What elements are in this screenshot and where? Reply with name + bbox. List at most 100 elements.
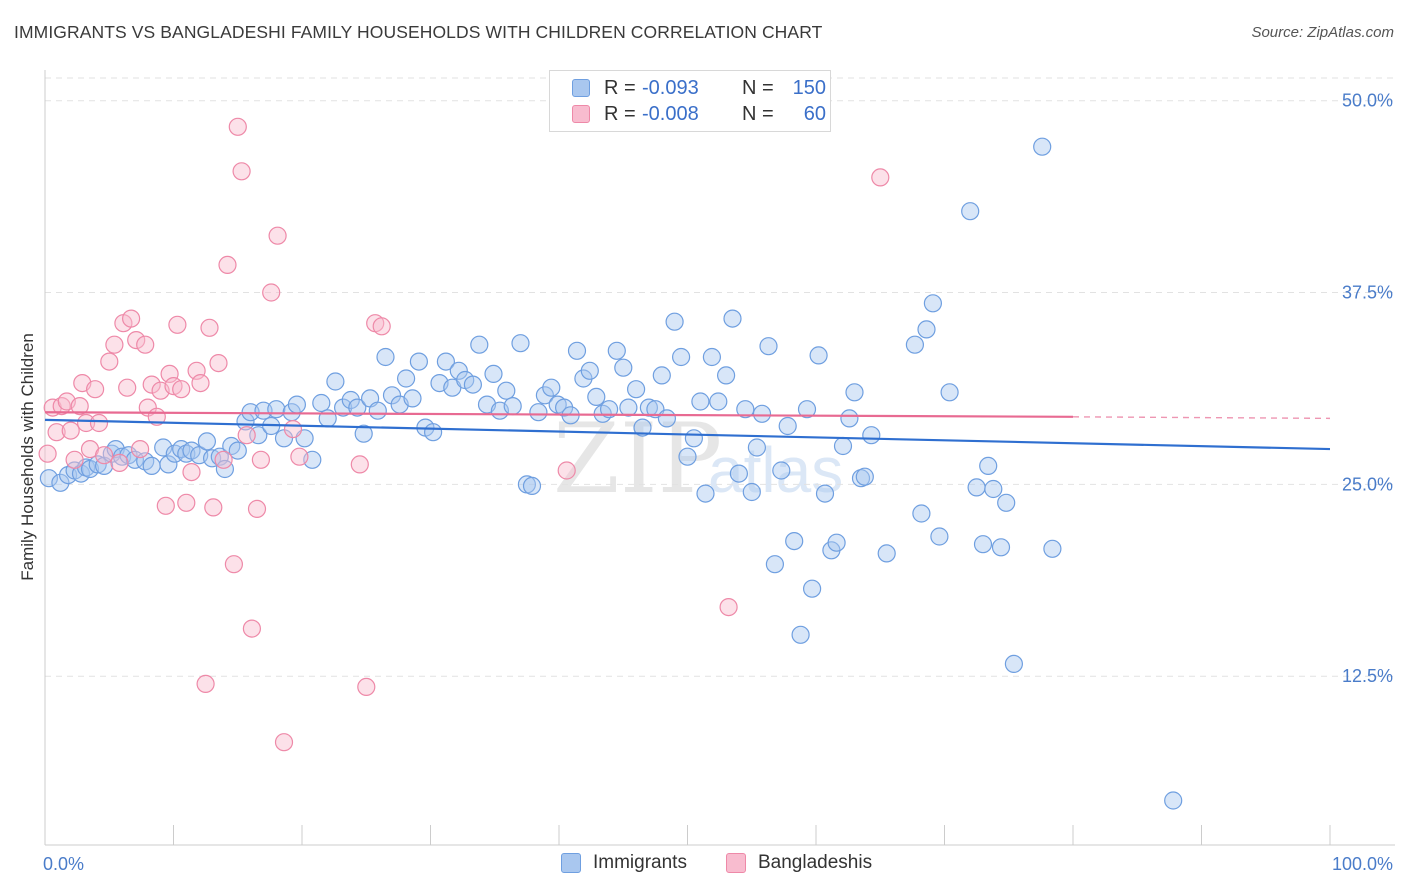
data-point	[224, 555, 243, 574]
data-point	[961, 202, 980, 221]
data-point	[917, 320, 936, 339]
data-point	[228, 441, 247, 460]
data-point	[177, 493, 196, 512]
data-point	[334, 398, 353, 417]
data-point	[51, 473, 70, 492]
series-immigrants	[39, 137, 1183, 810]
data-point	[182, 463, 201, 482]
data-point	[723, 309, 742, 328]
data-point	[678, 447, 697, 466]
y-tick-label: 12.5%	[1342, 666, 1393, 686]
r-value: -0.008	[642, 102, 699, 125]
data-point	[214, 450, 233, 469]
data-point	[522, 476, 542, 495]
trend-extension	[1072, 416, 1331, 420]
data-point	[877, 544, 896, 563]
data-point	[100, 352, 119, 371]
data-point	[979, 456, 998, 475]
data-point	[283, 420, 303, 439]
data-point	[251, 450, 270, 469]
data-point	[557, 461, 576, 480]
data-point	[1164, 791, 1183, 810]
data-point	[436, 352, 455, 371]
data-point	[719, 597, 738, 617]
data-point	[1033, 137, 1052, 156]
axis-labels: 12.5% 25.0% 37.5% 50.0% 0.0% 100.0% Family Hou…	[18, 91, 1393, 874]
data-point	[567, 341, 587, 360]
series-swatch-bangladeshis	[726, 853, 746, 873]
data-point	[372, 317, 391, 336]
data-point	[215, 459, 234, 479]
n-label: N =	[742, 76, 774, 99]
data-point	[357, 677, 376, 697]
data-point	[535, 386, 555, 405]
legend-row-bangladeshis: R = -0.008 N = 60	[572, 101, 826, 127]
data-point	[991, 538, 1011, 557]
data-point	[449, 361, 468, 380]
data-point	[154, 438, 173, 457]
data-point	[76, 413, 96, 433]
data-point	[159, 455, 178, 474]
data-point	[397, 369, 416, 388]
chart-title: IMMIGRANTS VS BANGLADESHI FAMILY HOUSEHO…	[14, 22, 823, 42]
data-point	[156, 496, 175, 515]
data-point	[463, 375, 482, 394]
source-credit: Source: ZipAtlas.com	[1251, 24, 1394, 41]
data-point	[736, 400, 755, 419]
data-point	[827, 533, 846, 552]
data-point	[196, 674, 215, 694]
series-legend: Immigrants Bangladeshis	[0, 852, 1406, 876]
legend-swatch-bangladeshis	[572, 105, 590, 123]
data-point	[833, 436, 853, 456]
data-point	[772, 461, 791, 480]
data-point	[702, 347, 722, 367]
data-point	[237, 426, 256, 445]
data-point	[247, 499, 267, 518]
data-point	[290, 447, 309, 466]
data-point	[791, 625, 810, 644]
watermark-atlas: atlas	[708, 434, 843, 506]
data-point	[542, 378, 561, 397]
r-label: R =	[604, 76, 636, 99]
data-point	[274, 733, 294, 752]
x-tick-label-min: 0.0%	[43, 854, 84, 874]
data-point	[657, 409, 677, 428]
data-point	[326, 372, 345, 391]
data-point	[729, 464, 749, 483]
data-point	[503, 397, 522, 416]
data-point	[382, 386, 402, 405]
data-point	[665, 312, 684, 331]
data-point	[862, 426, 881, 445]
data-point	[350, 455, 369, 474]
data-point	[287, 395, 306, 414]
data-point	[619, 398, 638, 417]
data-point	[200, 318, 219, 337]
data-point	[599, 400, 619, 419]
data-point	[312, 393, 331, 413]
data-point	[747, 438, 767, 457]
y-tick-label: 37.5%	[1342, 283, 1393, 303]
legend-row-immigrants: R = -0.093 N = 150	[572, 75, 826, 101]
data-point	[105, 335, 124, 354]
series-label-immigrants: Immigrants	[593, 852, 687, 873]
data-point	[209, 354, 228, 373]
data-point	[341, 390, 360, 410]
data-point	[652, 366, 671, 385]
data-point	[912, 504, 931, 523]
data-point	[511, 334, 530, 353]
data-point	[639, 398, 659, 417]
data-point	[204, 498, 223, 517]
data-point	[905, 335, 925, 354]
data-point	[424, 423, 443, 442]
data-point	[696, 484, 715, 503]
data-point	[376, 347, 395, 367]
data-point	[855, 467, 874, 486]
data-point	[1043, 539, 1062, 558]
data-point	[785, 531, 804, 551]
series-legend-bangladeshis[interactable]: Bangladeshis	[726, 852, 872, 874]
trend-line-immigrants	[44, 418, 1331, 451]
data-point	[684, 429, 704, 448]
data-point	[403, 389, 422, 408]
series-legend-immigrants[interactable]: Immigrants	[561, 852, 687, 874]
data-point	[203, 449, 222, 468]
